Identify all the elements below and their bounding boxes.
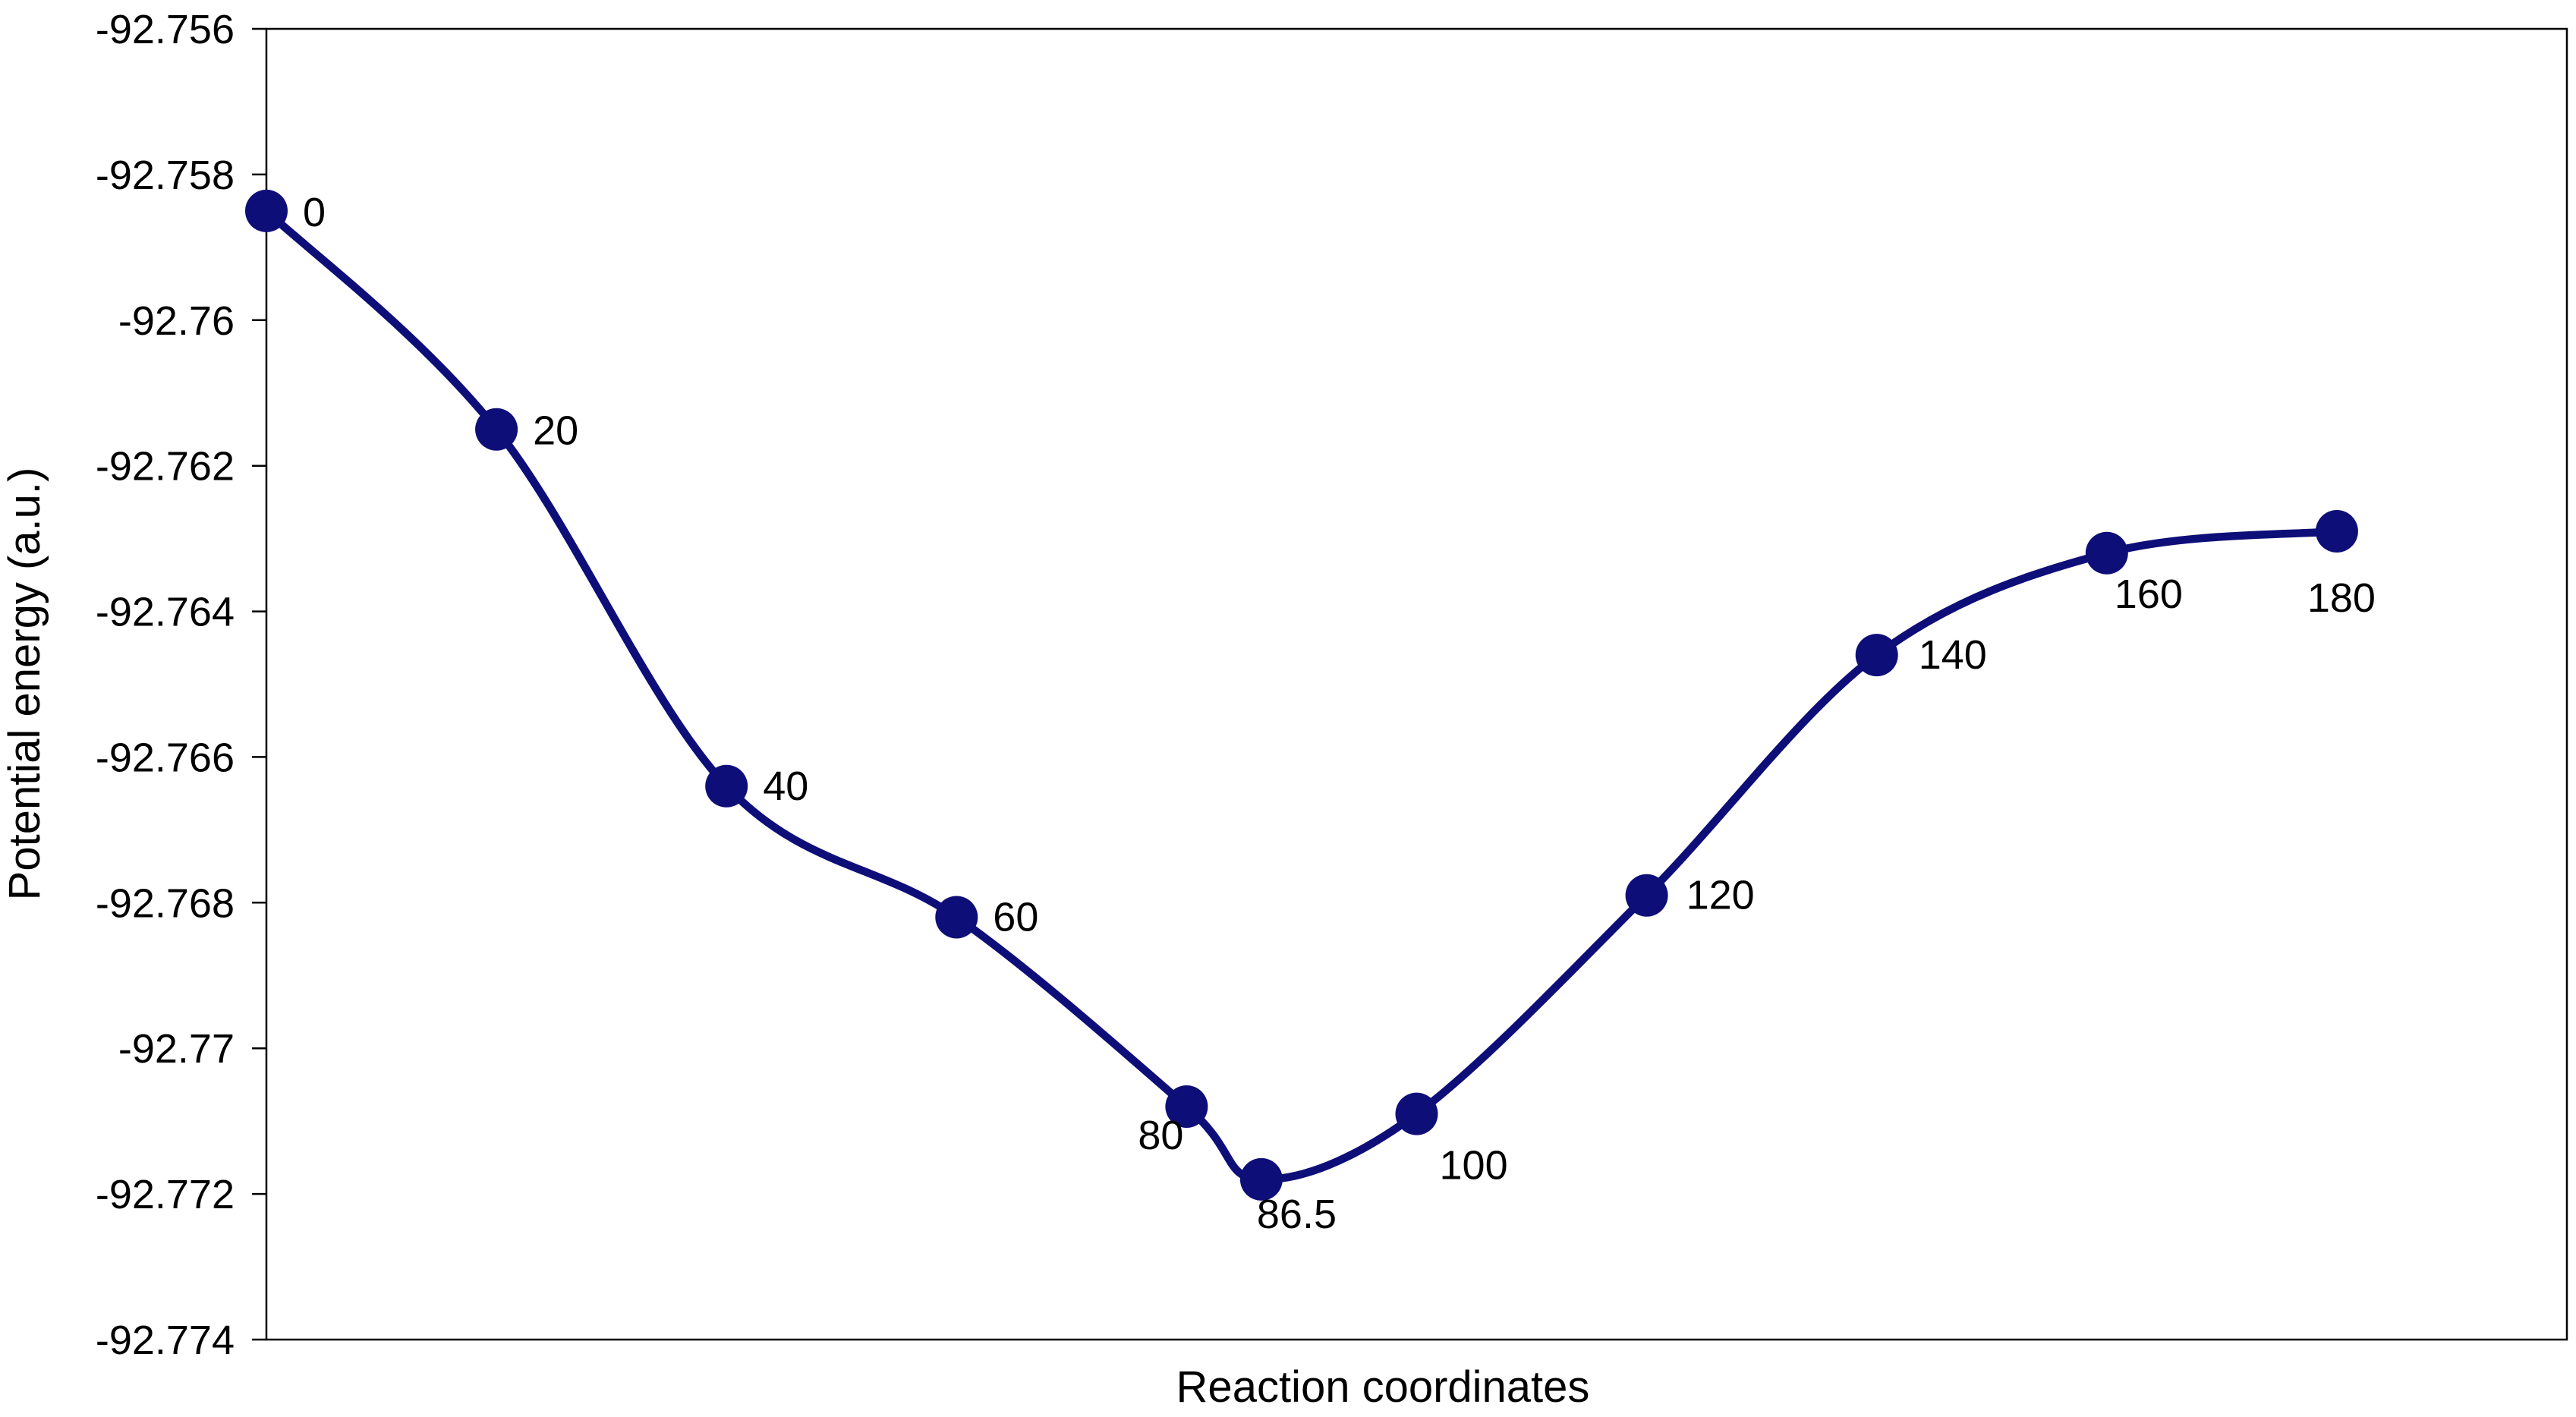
y-tick-label: -92.766	[96, 735, 235, 780]
y-tick-label: -92.758	[96, 153, 235, 198]
y-tick-label: -92.772	[96, 1172, 235, 1217]
y-axis-ticks: -92.756 -92.758 -92.76 -92.762 -92.764 -92.76…	[96, 7, 266, 1363]
x-axis-title: Reaction coordinates	[1176, 1362, 1590, 1412]
data-point-label: 160	[2115, 572, 2183, 617]
data-point-label: 140	[1919, 632, 1987, 678]
energy-curve-line	[262, 206, 2341, 1184]
data-point-label: 40	[763, 764, 808, 809]
data-point-label: 100	[1440, 1143, 1508, 1189]
data-point-marker	[935, 896, 978, 939]
data-point-marker	[705, 764, 748, 808]
data-point-marker	[1165, 1085, 1208, 1128]
data-point-label: 120	[1686, 873, 1755, 918]
y-tick-label: -92.774	[96, 1318, 235, 1363]
data-point-marker	[1395, 1092, 1438, 1135]
data-point-label: 0	[303, 190, 326, 235]
data-point-label: 80	[1138, 1113, 1183, 1158]
data-point-marker	[1625, 874, 1668, 917]
y-tick-label: -92.76	[118, 298, 235, 344]
y-tick-label: -92.762	[96, 444, 235, 490]
y-axis-title: Potential energy (a.u.)	[0, 468, 49, 901]
data-point-label: 60	[993, 895, 1038, 940]
plot-area-border	[265, 27, 2568, 1341]
data-point-marker	[475, 408, 518, 451]
data-point-marker	[2315, 510, 2358, 553]
data-point-marker	[245, 189, 288, 232]
data-point-marker	[1855, 634, 1898, 677]
energy-series: 0 20 40 60 80 86.5 100 120 140 160 180	[245, 189, 2376, 1237]
y-tick-label: -92.764	[96, 590, 235, 635]
data-point-label: 86.5	[1257, 1192, 1337, 1237]
data-point-marker	[1239, 1157, 1283, 1201]
y-tick-label: -92.768	[96, 880, 235, 926]
data-point-label: 20	[533, 408, 578, 454]
data-point-marker	[2085, 531, 2128, 575]
y-tick-label: -92.77	[118, 1026, 235, 1072]
data-point-label: 180	[2307, 575, 2376, 621]
y-tick-label: -92.756	[96, 7, 235, 52]
